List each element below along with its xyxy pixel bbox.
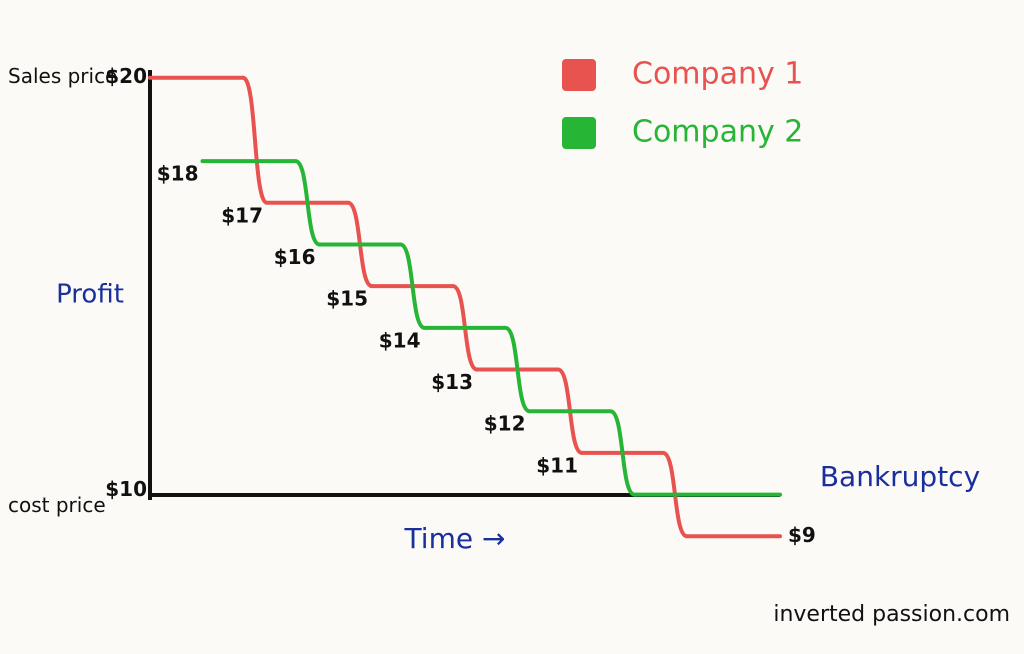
x-axis-title: Time → [404, 522, 506, 555]
value-label: $12 [484, 412, 526, 436]
step-transition [294, 159, 321, 247]
y-tick-label: cost price [8, 493, 106, 517]
legend-swatch [562, 117, 596, 149]
value-label: $18 [157, 162, 199, 186]
step-transition [241, 75, 269, 205]
value-label: $17 [221, 203, 263, 227]
step-transition [399, 242, 426, 330]
y-axis-title: Profit [56, 280, 124, 310]
legend-swatch [562, 59, 596, 91]
value-label: $15 [326, 287, 368, 311]
legend-label: Company 1 [632, 57, 803, 92]
value-label: $13 [431, 370, 473, 394]
value-label: $11 [536, 453, 578, 477]
value-label: $14 [379, 328, 421, 352]
step-transition [504, 325, 531, 414]
watermark: inverted passion.com [773, 602, 1010, 627]
legend-label: Company 2 [632, 115, 803, 150]
value-label: $20 [105, 64, 147, 88]
y-tick-label: Sales price [8, 64, 117, 88]
value-label: $10 [105, 477, 147, 501]
step-transition [609, 409, 636, 497]
value-label: $9 [788, 523, 816, 547]
annotation: Bankruptcy [820, 460, 980, 493]
value-label: $16 [274, 245, 316, 269]
